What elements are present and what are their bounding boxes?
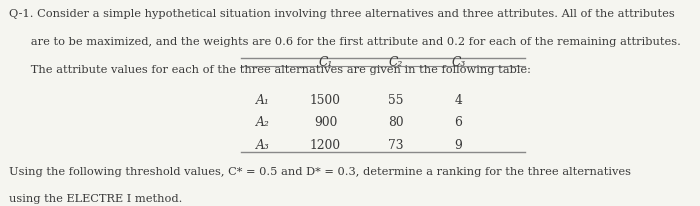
Text: 73: 73 [388,139,403,152]
Text: 1500: 1500 [310,94,341,108]
Text: 6: 6 [454,116,463,129]
Text: C₁: C₁ [318,56,332,69]
Text: are to be maximized, and the weights are 0.6 for the first attribute and 0.2 for: are to be maximized, and the weights are… [9,37,681,47]
Text: C₃: C₃ [452,56,466,69]
Text: Q-1. Consider a simple hypothetical situation involving three alternatives and t: Q-1. Consider a simple hypothetical situ… [9,9,675,19]
Text: 900: 900 [314,116,337,129]
Text: C₂: C₂ [389,56,402,69]
Text: 80: 80 [388,116,403,129]
Text: A₂: A₂ [256,116,270,129]
Text: A₁: A₁ [256,94,270,108]
Text: 9: 9 [454,139,463,152]
Text: 55: 55 [388,94,403,108]
Text: The attribute values for each of the three alternatives are given in the followi: The attribute values for each of the thr… [9,65,531,75]
Text: A₃: A₃ [256,139,270,152]
Text: 1200: 1200 [310,139,341,152]
Text: using the ELECTRE I method.: using the ELECTRE I method. [9,194,183,204]
Text: Using the following threshold values, C* = 0.5 and D* = 0.3, determine a ranking: Using the following threshold values, C*… [9,167,631,177]
Text: 4: 4 [454,94,463,108]
